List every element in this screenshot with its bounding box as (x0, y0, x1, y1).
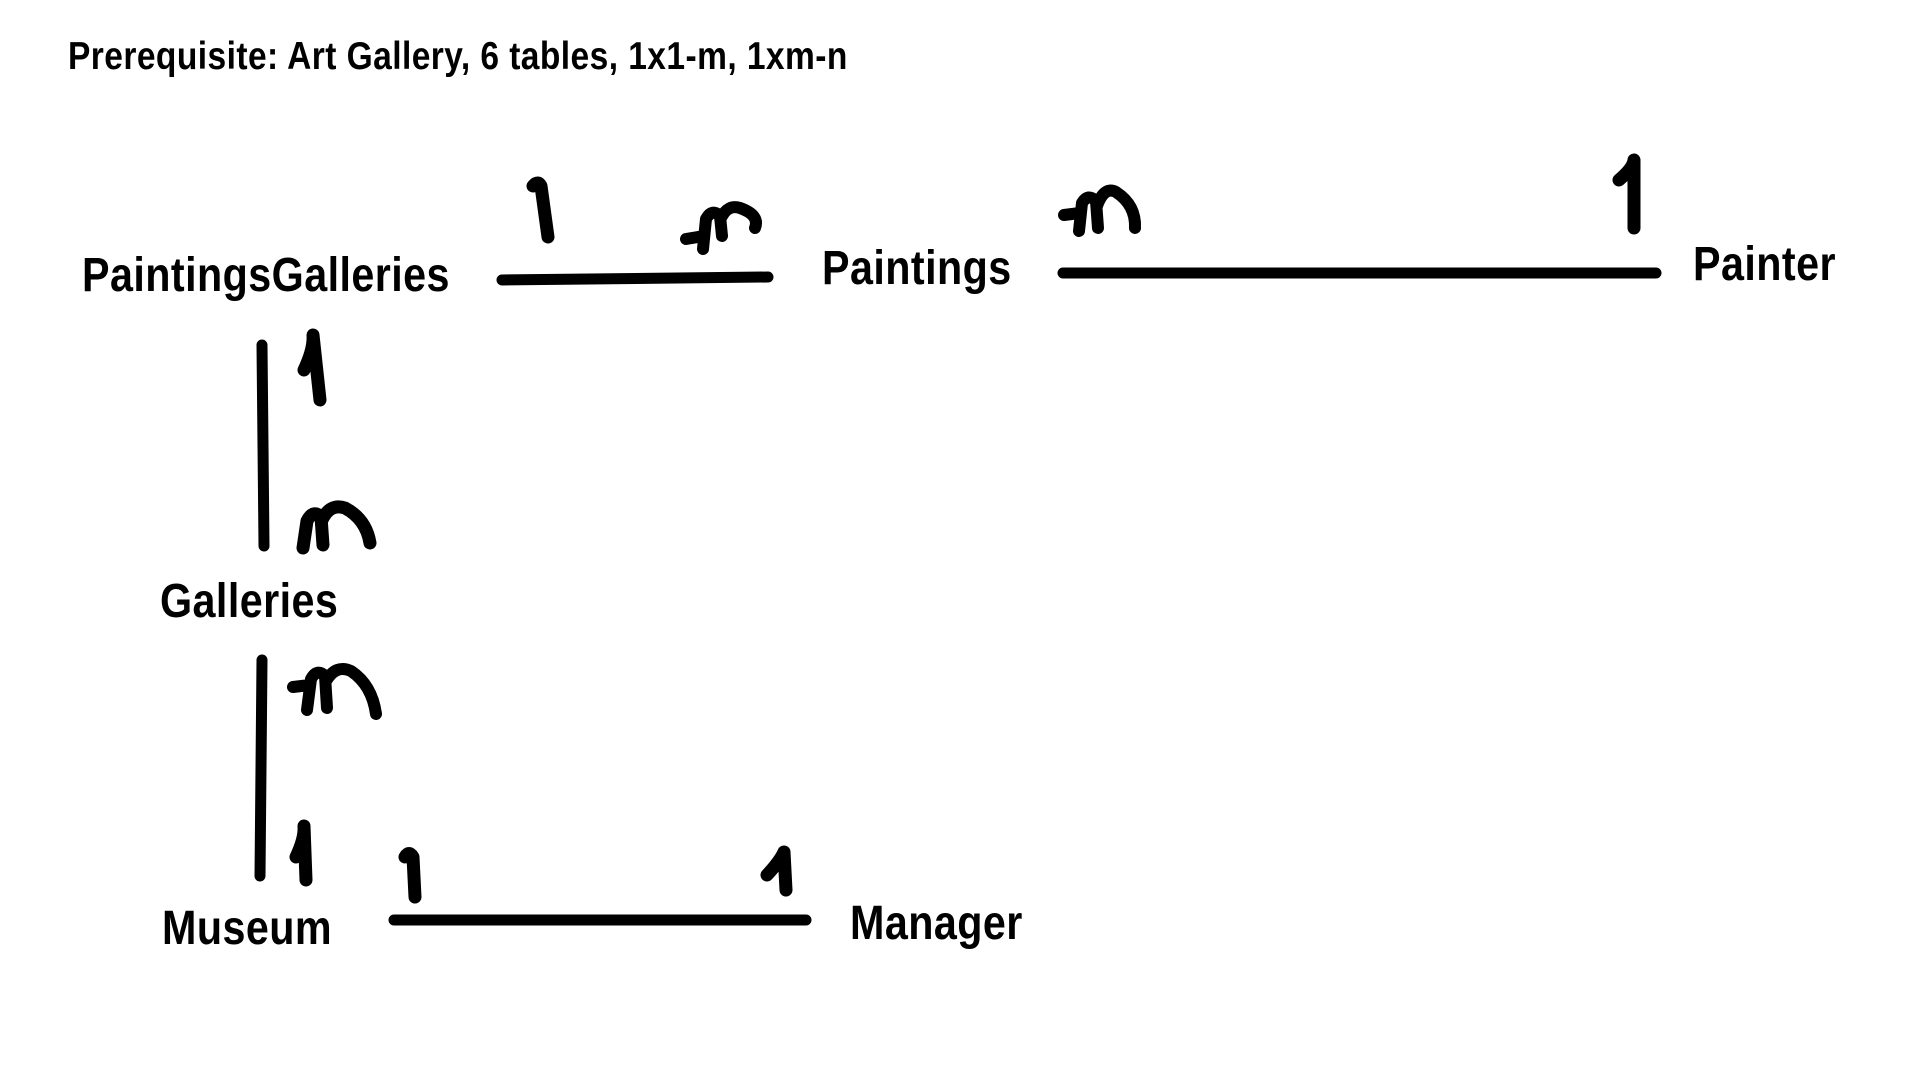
entity-painter: Painter (1693, 238, 1836, 291)
cardinality-one-mark (1612, 153, 1641, 235)
cardinality-many-mark (296, 500, 377, 555)
cardinality-many-mark (680, 201, 762, 255)
page-title: Prerequisite: Art Gallery, 6 tables, 1x1… (68, 35, 848, 78)
entity-galleries: Galleries (160, 575, 339, 628)
entity-manager: Manager (850, 897, 1023, 950)
cardinality-one-mark (398, 847, 422, 904)
relation-line-galleries-museum (254, 654, 268, 882)
cardinality-one-mark (297, 328, 327, 407)
cardinality-one-mark (289, 819, 313, 887)
cardinality-many-mark (287, 663, 382, 720)
entity-paintings: Paintings (822, 242, 1012, 295)
entity-paintings-galleries: PaintingsGalleries (82, 249, 450, 302)
relation-line-paintingsgalleries-galleries (256, 339, 270, 552)
entity-museum: Museum (162, 902, 333, 955)
cardinality-one-mark (526, 176, 555, 244)
relation-line-paintingsgalleries-paintings (496, 271, 774, 286)
cardinality-many-mark (1058, 184, 1142, 237)
cardinality-one-mark (760, 845, 793, 897)
